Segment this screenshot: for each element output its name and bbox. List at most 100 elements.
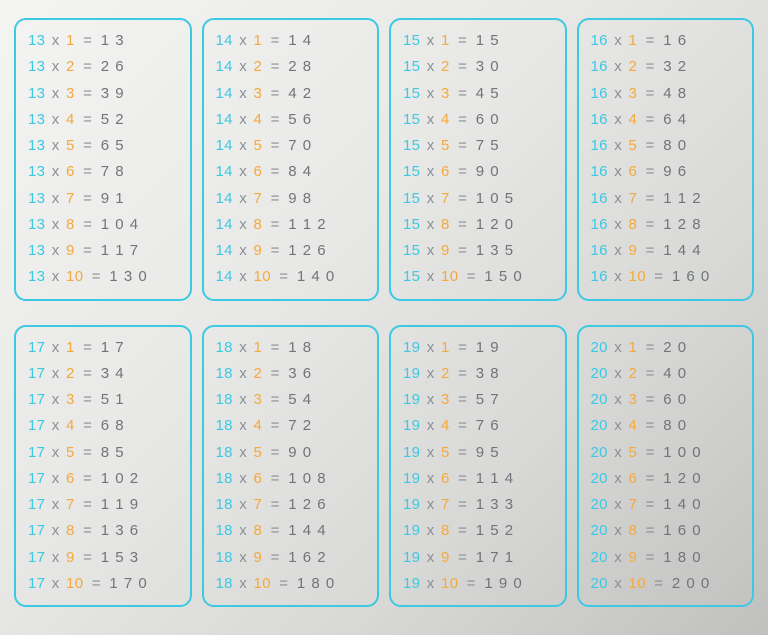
- equals-symbol: =: [262, 417, 288, 434]
- multiplier: 5: [254, 444, 263, 461]
- multiplier: 3: [441, 391, 450, 408]
- multiplicand: 15: [403, 268, 420, 285]
- multiplier: 6: [441, 470, 450, 487]
- product: 1 7 0: [109, 575, 147, 592]
- multiplier: 8: [441, 216, 450, 233]
- product: 1 6 0: [663, 522, 701, 539]
- table-row: 15 x 6 = 9 0: [403, 159, 555, 185]
- multiplier: 3: [629, 85, 638, 102]
- multiplicand: 16: [591, 32, 608, 49]
- times-symbol: x: [608, 496, 629, 513]
- multiplicand: 18: [216, 470, 233, 487]
- multiplier: 1: [66, 32, 75, 49]
- equals-symbol: =: [75, 58, 101, 75]
- product: 1 0 8: [288, 470, 326, 487]
- multiplier: 5: [441, 137, 450, 154]
- multiplier: 8: [254, 522, 263, 539]
- table-row: 13 x 3 = 3 9: [28, 81, 180, 107]
- equals-symbol: =: [271, 268, 297, 285]
- multiplier: 10: [441, 575, 458, 592]
- times-symbol: x: [45, 549, 66, 566]
- table-row: 17 x 6 = 1 0 2: [28, 466, 180, 492]
- multiplier: 8: [66, 216, 75, 233]
- product: 1 7: [101, 339, 125, 356]
- table-row: 18 x 2 = 3 6: [216, 361, 368, 387]
- multiplier: 5: [254, 137, 263, 154]
- multiplicand: 20: [591, 417, 608, 434]
- times-symbol: x: [45, 163, 66, 180]
- times-symbol: x: [45, 391, 66, 408]
- multiplier: 1: [629, 32, 638, 49]
- equals-symbol: =: [75, 549, 101, 566]
- multiplicand: 13: [28, 190, 45, 207]
- equals-symbol: =: [646, 575, 672, 592]
- multiplicand: 18: [216, 444, 233, 461]
- equals-symbol: =: [75, 137, 101, 154]
- table-row: 19 x 6 = 1 1 4: [403, 466, 555, 492]
- equals-symbol: =: [637, 417, 663, 434]
- equals-symbol: =: [637, 58, 663, 75]
- times-symbol: x: [420, 190, 441, 207]
- times-symbol: x: [608, 417, 629, 434]
- table-row: 14 x 6 = 8 4: [216, 159, 368, 185]
- equals-symbol: =: [75, 470, 101, 487]
- times-symbol: x: [45, 216, 66, 233]
- table-row: 13 x 7 = 9 1: [28, 186, 180, 212]
- equals-symbol: =: [262, 444, 288, 461]
- product: 1 6: [663, 32, 687, 49]
- equals-symbol: =: [450, 470, 476, 487]
- equals-symbol: =: [637, 111, 663, 128]
- multiplier: 4: [66, 111, 75, 128]
- times-symbol: x: [45, 470, 66, 487]
- equals-symbol: =: [458, 575, 484, 592]
- product: 6 8: [101, 417, 125, 434]
- product: 2 0 0: [672, 575, 710, 592]
- multiplier: 3: [66, 391, 75, 408]
- multiplier: 6: [66, 163, 75, 180]
- multiplier: 7: [629, 190, 638, 207]
- times-symbol: x: [420, 417, 441, 434]
- equals-symbol: =: [75, 32, 101, 49]
- product: 1 3 3: [476, 496, 514, 513]
- equals-symbol: =: [75, 111, 101, 128]
- multiplicand: 18: [216, 575, 233, 592]
- multiplicand: 13: [28, 58, 45, 75]
- multiplicand: 13: [28, 32, 45, 49]
- equals-symbol: =: [262, 242, 288, 259]
- table-row: 15 x 8 = 1 2 0: [403, 212, 555, 238]
- multiplicand: 18: [216, 339, 233, 356]
- multiplier: 2: [629, 58, 638, 75]
- times-symbol: x: [608, 190, 629, 207]
- multiplier: 7: [66, 496, 75, 513]
- times-symbol: x: [233, 85, 254, 102]
- table-row: 20 x 4 = 8 0: [591, 413, 743, 439]
- product: 6 5: [101, 137, 125, 154]
- product: 6 4: [663, 111, 687, 128]
- table-row: 16 x 10 = 1 6 0: [591, 264, 743, 290]
- multiplier: 5: [441, 444, 450, 461]
- table-row: 18 x 4 = 7 2: [216, 413, 368, 439]
- product: 4 2: [288, 85, 312, 102]
- times-symbol: x: [420, 365, 441, 382]
- table-row: 18 x 6 = 1 0 8: [216, 466, 368, 492]
- multiplicand: 16: [591, 137, 608, 154]
- times-symbol: x: [233, 365, 254, 382]
- equals-symbol: =: [637, 391, 663, 408]
- table-row: 16 x 4 = 6 4: [591, 107, 743, 133]
- multiplicand: 15: [403, 85, 420, 102]
- equals-symbol: =: [637, 496, 663, 513]
- table-row: 19 x 5 = 9 5: [403, 440, 555, 466]
- times-symbol: x: [45, 111, 66, 128]
- multiplier: 7: [441, 496, 450, 513]
- multiplicand: 14: [216, 216, 233, 233]
- equals-symbol: =: [262, 549, 288, 566]
- multiplicand: 17: [28, 365, 45, 382]
- equals-symbol: =: [450, 365, 476, 382]
- equals-symbol: =: [262, 391, 288, 408]
- multiplier: 3: [66, 85, 75, 102]
- multiplicand: 15: [403, 190, 420, 207]
- equals-symbol: =: [637, 216, 663, 233]
- equals-symbol: =: [637, 163, 663, 180]
- table-row: 18 x 7 = 1 2 6: [216, 492, 368, 518]
- multiplicand: 20: [591, 496, 608, 513]
